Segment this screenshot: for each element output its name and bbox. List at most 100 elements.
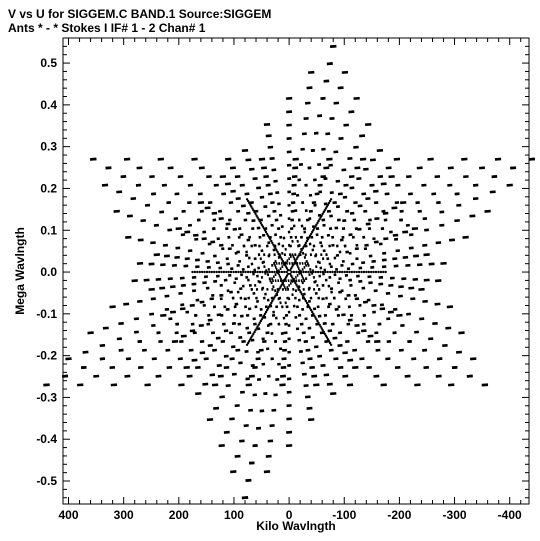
uv-spoke-point (290, 270, 293, 274)
uv-point (506, 183, 513, 187)
uv-point (281, 265, 284, 269)
uv-point (255, 357, 261, 361)
uv-spoke-point (320, 327, 323, 330)
uv-point (330, 290, 333, 294)
uv-point (284, 261, 287, 265)
uv-point (206, 265, 211, 269)
uv-spoke-point (302, 296, 305, 299)
uv-spoke-point (266, 270, 269, 274)
uv-spoke-point (324, 207, 328, 210)
uv-point (286, 136, 292, 141)
uv-point (212, 305, 216, 309)
y-tick-label: -0.5 (36, 474, 57, 488)
uv-point (203, 275, 209, 279)
uv-point (318, 274, 322, 278)
uv-point (105, 166, 112, 170)
uv-point (150, 297, 156, 301)
uv-spoke-point (239, 270, 242, 274)
uv-point (241, 284, 245, 288)
uv-spoke-point (260, 223, 263, 226)
uv-point (301, 372, 307, 376)
uv-point (184, 230, 191, 234)
uv-point (421, 183, 427, 187)
uv-point (187, 183, 194, 187)
uv-point (314, 291, 318, 295)
uv-point (218, 266, 223, 270)
uv-point (377, 322, 382, 326)
uv-spoke-point (304, 270, 308, 274)
uv-point (168, 317, 173, 321)
uv-point (245, 250, 248, 254)
uv-spoke-point (286, 272, 290, 276)
uv-point (329, 214, 333, 218)
uv-point (271, 277, 274, 281)
uv-point (288, 284, 291, 287)
uv-point (236, 263, 240, 267)
uv-point (325, 132, 331, 136)
uv-point (279, 235, 283, 239)
uv-spoke-point (280, 283, 283, 286)
uv-point (348, 233, 353, 237)
uv-spoke-point (321, 270, 325, 274)
uv-point (331, 235, 335, 239)
uv-point (287, 243, 291, 247)
uv-spoke-point (225, 270, 228, 274)
uv-spoke-point (255, 214, 258, 217)
uv-point (274, 316, 278, 320)
uv-point (174, 331, 179, 335)
uv-spoke-point (326, 338, 330, 341)
uv-spoke-point (265, 309, 269, 312)
uv-point (109, 305, 116, 309)
uv-point (286, 417, 292, 421)
uv-point (357, 227, 362, 231)
y-tick-label: 0.4 (40, 98, 57, 112)
uv-spoke-point (275, 249, 278, 252)
uv-point (341, 168, 347, 172)
y-tick-label: -0.2 (36, 349, 57, 363)
uv-spoke-point (329, 343, 333, 346)
uv-point (357, 204, 363, 208)
uv-point (245, 313, 250, 317)
uv-point (245, 158, 252, 162)
uv-point (366, 365, 372, 370)
uv-point (306, 262, 309, 265)
uv-point (267, 241, 271, 245)
uv-point (308, 209, 313, 213)
uv-spoke-point (311, 310, 314, 314)
uv-point (286, 150, 292, 154)
uv-point (226, 289, 230, 293)
uv-point (296, 263, 298, 267)
uv-point (274, 263, 276, 267)
uv-point (174, 255, 180, 259)
uv-spoke-point (277, 252, 280, 256)
uv-spoke-point (317, 321, 320, 325)
uv-spoke-point (302, 245, 305, 248)
uv-point (206, 322, 211, 326)
uv-point (287, 364, 292, 367)
uv-point (247, 331, 252, 335)
uv-point (242, 244, 246, 248)
uv-spoke-point (321, 212, 324, 215)
uv-point (265, 347, 270, 351)
uv-point (266, 214, 271, 218)
uv-point (282, 348, 288, 352)
uv-point (256, 378, 262, 381)
uv-point (373, 289, 378, 293)
uv-point (406, 175, 412, 179)
uv-spoke-point (271, 270, 274, 274)
uv-spoke-point (317, 219, 320, 223)
uv-point (163, 254, 170, 258)
uv-spoke-point (327, 340, 331, 343)
uv-point (325, 296, 328, 300)
uv-point (299, 262, 301, 265)
uv-point (217, 374, 224, 378)
uv-point (456, 203, 462, 207)
uv-point (287, 217, 291, 221)
uv-point (337, 365, 344, 370)
uv-point (159, 210, 165, 214)
uv-point (303, 279, 306, 283)
uv-spoke-point (382, 270, 385, 274)
uv-spoke-point (314, 316, 317, 319)
uv-point (202, 303, 206, 307)
uv-point (353, 145, 359, 149)
